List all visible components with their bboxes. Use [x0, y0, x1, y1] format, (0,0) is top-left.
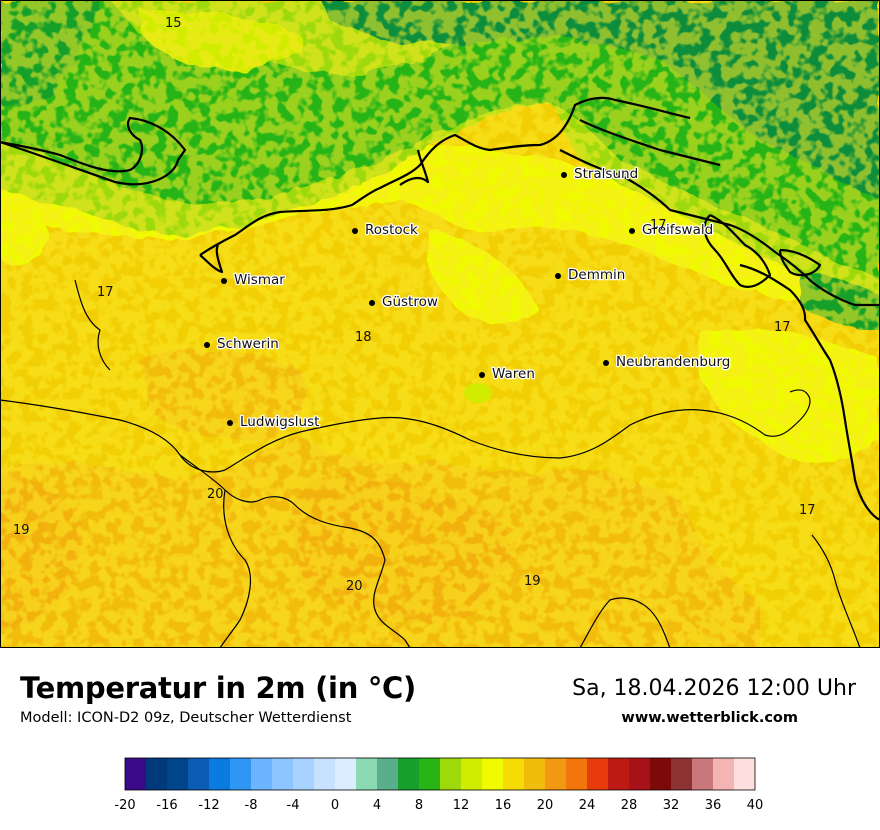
- temperature-map: Stralsund Rostock Greifswald Wismar Demm…: [0, 0, 880, 648]
- legend-swatch: [293, 758, 315, 790]
- city-label: Schwerin: [217, 336, 279, 352]
- isotherm-label: 20: [207, 487, 224, 502]
- legend-tick-label: 28: [621, 798, 638, 813]
- legend-swatch: [146, 758, 168, 790]
- city-dot: [603, 360, 609, 366]
- city-label: Waren: [492, 366, 535, 382]
- legend-swatches: [124, 757, 756, 791]
- city-dot: [629, 228, 635, 234]
- legend-swatch: [272, 758, 294, 790]
- legend-swatch: [125, 758, 147, 790]
- city-dot: [352, 228, 358, 234]
- city-neubrandenburg: Neubrandenburg: [603, 353, 732, 371]
- city-dot: [561, 172, 567, 178]
- legend-swatch: [167, 758, 189, 790]
- border-lines: [0, 279, 861, 648]
- city-label: Neubrandenburg: [616, 354, 730, 370]
- map-title: Temperatur in 2m (in °C): [20, 671, 416, 705]
- legend-swatch: [587, 758, 609, 790]
- forecast-datetime: Sa, 18.04.2026 12:00 Uhr: [572, 676, 856, 701]
- legend-swatch: [482, 758, 504, 790]
- legend-tick-label: 20: [537, 798, 554, 813]
- legend-swatch: [692, 758, 714, 790]
- legend-swatch: [440, 758, 462, 790]
- city-rostock: Rostock: [352, 221, 419, 239]
- legend-swatch: [503, 758, 525, 790]
- website-link[interactable]: www.wetterblick.com: [621, 710, 798, 726]
- legend-swatch: [650, 758, 672, 790]
- city-ludwigslust: Ludwigslust: [227, 413, 321, 431]
- city-schwerin: Schwerin: [204, 335, 280, 353]
- legend-tick-label: -20: [114, 798, 135, 813]
- legend-tick-label: -16: [156, 798, 177, 813]
- legend-ticks: -20 -16 -12 -8 -4 0 4 8 12 16 20 24 28 32 36 40: [114, 798, 763, 813]
- legend-swatch: [734, 758, 756, 790]
- legend-swatch: [629, 758, 651, 790]
- texture-overlay: [0, 0, 880, 648]
- isotherm-label: 15: [165, 16, 182, 31]
- legend-tick-label: 36: [705, 798, 722, 813]
- city-wismar: Wismar: [221, 271, 287, 289]
- legend-tick-label: 4: [373, 798, 381, 813]
- lake-mueritz: [464, 383, 492, 403]
- isotherm-label: 19: [524, 574, 541, 589]
- city-label: Greifswald: [642, 222, 713, 238]
- model-info: Modell: ICON-D2 09z, Deutscher Wetterdie…: [20, 710, 352, 726]
- legend-swatch: [398, 758, 420, 790]
- legend-swatch: [545, 758, 567, 790]
- city-guestrow: Güstrow: [369, 293, 439, 311]
- city-dot: [227, 420, 233, 426]
- legend-swatch: [713, 758, 735, 790]
- isotherm-label: 17: [650, 218, 667, 233]
- isotherm-label: 20: [346, 579, 363, 594]
- isotherm-label: 17: [774, 320, 791, 335]
- city-dot: [221, 278, 227, 284]
- legend-tick-label: 16: [495, 798, 512, 813]
- legend-swatch: [230, 758, 252, 790]
- coastline: [0, 96, 880, 521]
- legend-swatch: [566, 758, 588, 790]
- legend-swatch: [209, 758, 231, 790]
- legend-border: [124, 757, 756, 791]
- legend-tick-label: -12: [198, 798, 219, 813]
- isotherm-label: 17: [97, 285, 114, 300]
- legend-swatch: [356, 758, 378, 790]
- color-legend: -20 -16 -12 -8 -4 0 4 8 12 16 20 24 28 32 36 40: [114, 757, 763, 813]
- city-label: Güstrow: [382, 294, 438, 310]
- legend-swatch: [608, 758, 630, 790]
- legend-tick-label: 32: [663, 798, 680, 813]
- legend-swatch: [335, 758, 357, 790]
- legend-tick-label: 8: [415, 798, 423, 813]
- legend-tick-label: -4: [287, 798, 300, 813]
- isotherm-label: 18: [355, 330, 372, 345]
- city-dot: [204, 342, 210, 348]
- city-dot: [479, 372, 485, 378]
- legend-swatch: [524, 758, 546, 790]
- legend-swatch: [188, 758, 210, 790]
- legend-swatch: [251, 758, 273, 790]
- city-waren: Waren: [479, 365, 536, 383]
- legend-tick-label: -8: [245, 798, 258, 813]
- legend-swatch: [314, 758, 336, 790]
- legend-tick-label: 0: [331, 798, 339, 813]
- legend-tick-label: 12: [453, 798, 470, 813]
- isotherm-label: 17: [799, 503, 816, 518]
- legend-swatch: [377, 758, 399, 790]
- city-label: Demmin: [568, 267, 625, 283]
- legend-tick-label: 24: [579, 798, 596, 813]
- city-label: Rostock: [365, 222, 418, 238]
- city-dot: [555, 273, 561, 279]
- legend-swatch: [461, 758, 483, 790]
- legend-tick-label: 40: [747, 798, 764, 813]
- legend-swatch: [671, 758, 693, 790]
- isotherm-label: 19: [13, 523, 30, 538]
- city-label: Stralsund: [574, 166, 638, 182]
- legend-swatch: [419, 758, 441, 790]
- city-dot: [369, 300, 375, 306]
- city-label: Ludwigslust: [240, 414, 319, 430]
- city-stralsund: Stralsund: [561, 165, 639, 183]
- city-label: Wismar: [234, 272, 285, 288]
- city-demmin: Demmin: [555, 266, 627, 284]
- city-greifswald: Greifswald: [629, 221, 715, 239]
